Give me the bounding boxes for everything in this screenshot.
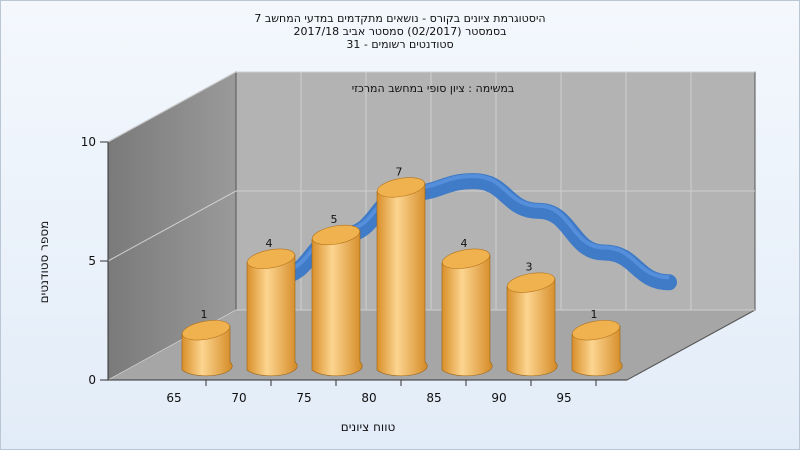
bar-top <box>312 224 360 246</box>
bar-65: 1 <box>181 308 233 377</box>
bars: 1 4 5 7 4 3 1 <box>181 165 623 377</box>
x-tick-label: 90 <box>491 391 506 405</box>
chart-title-line-1: היסטוגרמת ציונים בקורס - נושאים מתקדמים … <box>254 12 546 25</box>
y-tick-label: 5 <box>88 254 96 268</box>
data-label: 1 <box>591 308 598 321</box>
bar-body <box>441 254 493 377</box>
data-label: 5 <box>331 213 338 226</box>
bar-body <box>376 183 428 377</box>
data-label: 3 <box>526 261 533 274</box>
grid-line-side <box>107 71 237 143</box>
bar-body <box>246 254 298 377</box>
bar-top <box>572 320 620 341</box>
x-axis-title: טווח ציונים <box>341 420 396 434</box>
y-axis-title: מספר סטודנטים <box>37 221 51 304</box>
x-tick-label: 85 <box>426 391 441 405</box>
y-tick-label: 0 <box>88 373 96 387</box>
x-tick-label: 95 <box>556 391 571 405</box>
bar-95: 1 <box>571 308 623 377</box>
chart-title-line-2: בסמסטר (02/2017) סמסטר אביב 2017/18 <box>293 25 507 38</box>
bar-top <box>182 320 230 341</box>
bar-top <box>507 272 555 293</box>
chart-title-line-3: סטודנטים רשומים - 31 <box>346 38 454 51</box>
bar-body <box>506 278 558 377</box>
y-tick-label: 10 <box>81 135 96 149</box>
x-tick-label: 75 <box>296 391 311 405</box>
data-label: 4 <box>266 237 273 250</box>
bar-85: 4 <box>441 237 493 377</box>
bar-90: 3 <box>506 261 558 377</box>
data-label: 1 <box>201 308 208 321</box>
bar-body <box>311 230 363 377</box>
x-tick-label: 80 <box>361 391 376 405</box>
bar-75: 5 <box>311 213 363 377</box>
bar-top <box>442 248 490 269</box>
data-label: 7 <box>396 165 403 178</box>
bar-70: 4 <box>246 237 298 377</box>
data-label: 4 <box>461 237 468 250</box>
x-tick-label: 70 <box>231 391 246 405</box>
x-tick-label: 65 <box>166 391 181 405</box>
grid-line-side <box>107 190 237 262</box>
chart-subtitle: במשימה : ציון סופי במחשב המרכזי <box>352 82 515 95</box>
bar-top <box>247 248 295 269</box>
bar-80: 7 <box>376 165 428 377</box>
x-ticks: 65 70 75 80 85 90 95 <box>166 380 597 405</box>
y-ticks: 0 5 10 <box>81 135 108 387</box>
bar-top <box>377 177 425 198</box>
